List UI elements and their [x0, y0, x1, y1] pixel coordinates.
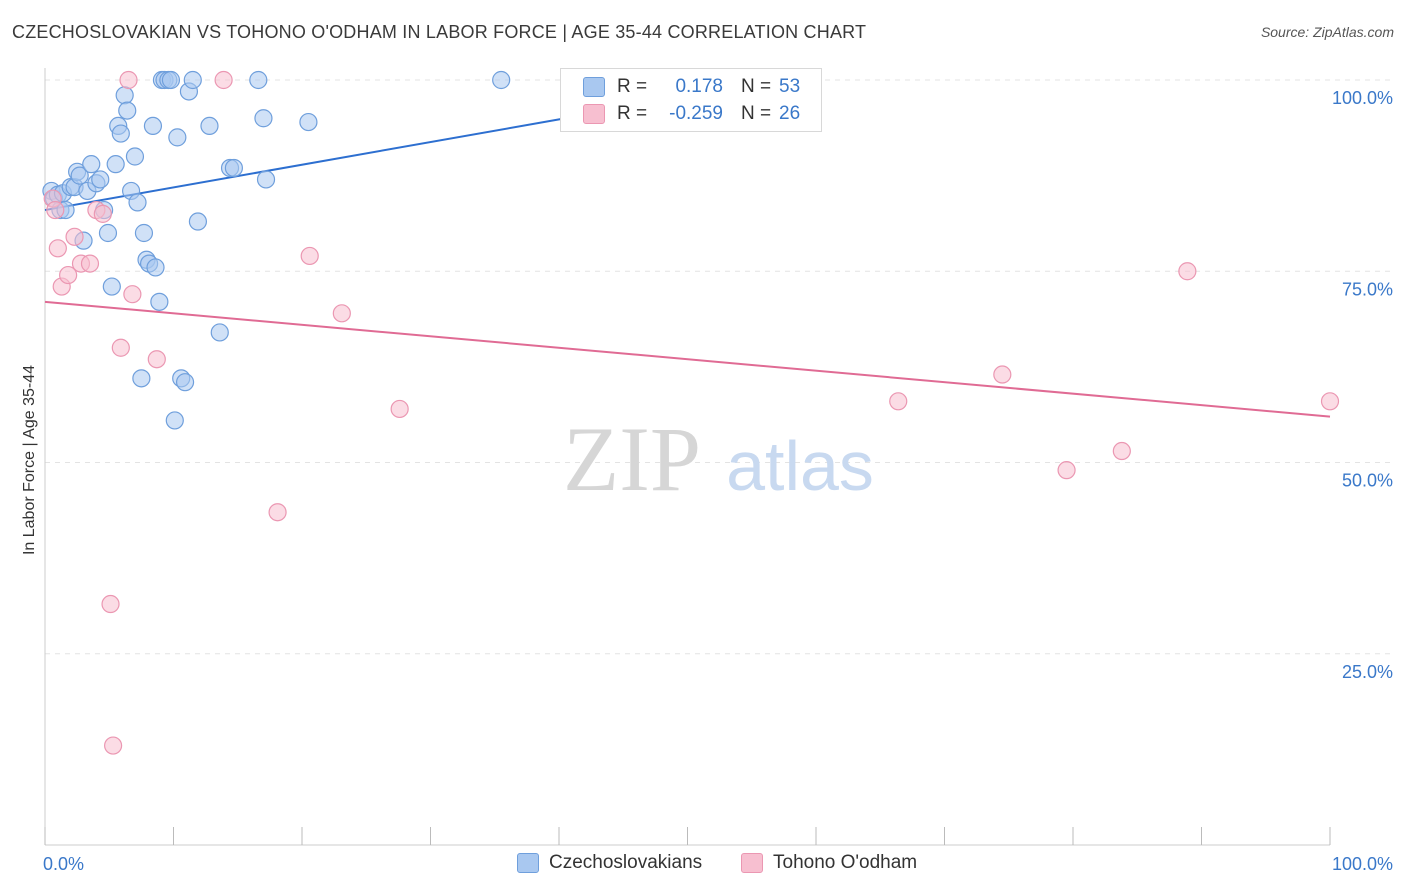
point-tohono [59, 265, 78, 285]
legend-row-czechoslovakians: R = 0.178 N = 53 [583, 75, 800, 99]
point-tohono [123, 285, 142, 304]
x-tick-label-min: 0.0% [43, 854, 84, 874]
point-czechoslovakians [70, 166, 89, 185]
point-czechoslovakians [102, 277, 121, 296]
point-tohono [147, 350, 166, 369]
point-tohono [101, 594, 120, 614]
point-czechoslovakians [118, 101, 137, 120]
r-value: 0.178 [675, 76, 723, 97]
point-czechoslovakians [106, 155, 125, 174]
point-czechoslovakians [299, 112, 318, 132]
point-czechoslovakians [256, 170, 276, 189]
point-tohono [332, 304, 351, 323]
r-value: -0.259 [669, 103, 723, 124]
pink-swatch [583, 104, 605, 124]
watermark: ZIP atlas [563, 408, 874, 510]
legend-label: Czechoslovakians [549, 852, 703, 873]
point-tohono [93, 204, 112, 223]
series-legend: Czechoslovakians Tohono O'odham [0, 852, 1406, 876]
y-tick-label: 100.0% [1332, 88, 1393, 108]
point-tohono [214, 70, 233, 90]
point-czechoslovakians [91, 170, 110, 189]
point-czechoslovakians [115, 86, 134, 105]
point-tohono [46, 200, 65, 220]
point-czechoslovakians [492, 70, 511, 90]
point-czechoslovakians [200, 116, 219, 136]
point-czechoslovakians [150, 292, 169, 311]
point-czechoslovakians [249, 70, 268, 90]
point-tohono [65, 227, 84, 246]
point-czechoslovakians [183, 70, 202, 90]
point-tohono [104, 736, 123, 755]
point-tohono [111, 338, 130, 357]
point-czechoslovakians [161, 70, 181, 90]
point-tohono [1320, 392, 1340, 411]
blue-swatch [583, 77, 605, 97]
legend-item-czechoslovakians[interactable]: Czechoslovakians [517, 852, 702, 874]
point-tohono [48, 239, 67, 258]
legend-label: Tohono O'odham [773, 852, 918, 873]
point-czechoslovakians [165, 411, 184, 430]
point-czechoslovakians [175, 373, 195, 392]
blue-swatch [517, 853, 539, 873]
data-points [42, 70, 1340, 755]
n-label: N = [741, 103, 772, 124]
point-tohono [889, 392, 908, 411]
point-czechoslovakians [188, 212, 208, 231]
chart-title: CZECHOSLOVAKIAN VS TOHONO O'ODHAM IN LAB… [12, 22, 867, 42]
point-czechoslovakians [98, 223, 118, 243]
correlation-legend: R = 0.178 N = 53 R = -0.259 N = 26 [560, 68, 822, 132]
y-tick-label: 50.0% [1342, 471, 1393, 491]
trend-line-tohono [44, 300, 1331, 418]
r-label: R = [617, 103, 648, 124]
watermark-zip: ZIP [563, 408, 701, 510]
point-tohono [390, 399, 409, 419]
axes [44, 68, 1331, 846]
point-czechoslovakians [132, 369, 151, 388]
source-credit: Source: ZipAtlas.com [1260, 24, 1394, 40]
point-czechoslovakians [125, 147, 145, 166]
point-tohono [1112, 441, 1131, 461]
point-czechoslovakians [143, 116, 163, 136]
r-label: R = [617, 76, 648, 97]
point-czechoslovakians [82, 155, 101, 174]
point-tohono [119, 70, 138, 90]
n-value: 53 [779, 76, 801, 97]
point-czechoslovakians [168, 128, 187, 147]
y-tick-label: 75.0% [1342, 279, 1393, 299]
point-czechoslovakians [111, 124, 130, 143]
point-czechoslovakians [254, 109, 273, 128]
point-tohono [268, 503, 287, 522]
point-tohono [1057, 461, 1076, 480]
point-tohono [80, 254, 100, 273]
point-czechoslovakians [146, 258, 165, 277]
point-czechoslovakians [128, 193, 147, 212]
tick-labels: 25.0% 50.0% 75.0% 100.0% 0.0% 100.0% [43, 88, 1393, 874]
n-value: 26 [779, 103, 801, 124]
legend-item-tohono[interactable]: Tohono O'odham [741, 852, 917, 874]
legend-row-tohono: R = -0.259 N = 26 [583, 102, 800, 126]
pink-swatch [741, 853, 763, 873]
n-label: N = [741, 76, 772, 97]
point-czechoslovakians [224, 158, 243, 178]
point-czechoslovakians [210, 323, 229, 342]
point-tohono [1178, 262, 1197, 281]
y-tick-label: 25.0% [1342, 662, 1393, 682]
point-czechoslovakians [134, 223, 154, 243]
point-tohono [300, 246, 319, 266]
point-tohono [993, 365, 1012, 384]
gridlines [45, 79, 1392, 655]
watermark-atlas: atlas [726, 427, 874, 505]
x-tick-label-max: 100.0% [1332, 854, 1393, 874]
